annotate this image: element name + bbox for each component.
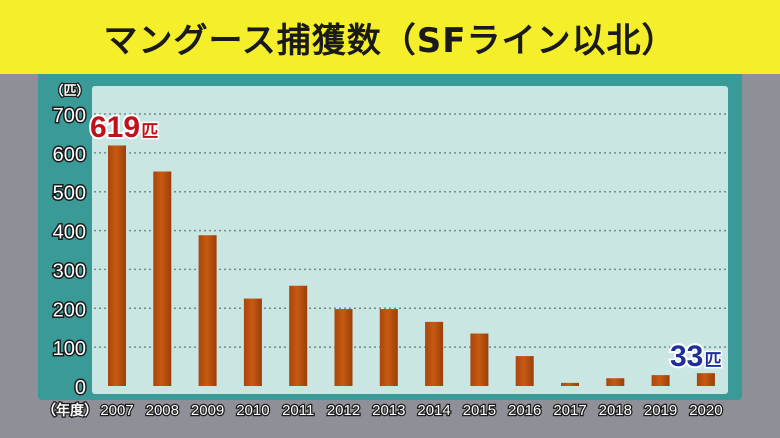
chart-title: マングース捕獲数（SFライン以北） — [103, 20, 677, 61]
value-annotation-unit: 匹 — [141, 122, 158, 142]
bar — [470, 333, 489, 386]
x-tick-label: 2018 — [599, 402, 632, 419]
bar — [561, 382, 579, 386]
y-tick-label: 700 — [53, 105, 86, 127]
bar — [198, 235, 217, 386]
value-annotation-unit: 匹 — [705, 351, 722, 371]
y-tick-label: 300 — [53, 260, 86, 282]
bar — [515, 356, 534, 386]
bar — [651, 375, 670, 386]
title-bar: マングース捕獲数（SFライン以北） — [0, 0, 780, 74]
x-tick-label: 2015 — [463, 402, 496, 419]
bar — [108, 145, 126, 386]
x-tick-label: 2010 — [236, 402, 269, 419]
plot-area — [92, 86, 728, 394]
y-tick-label: 0 — [75, 377, 86, 399]
bar — [425, 321, 444, 386]
y-tick-label: 600 — [53, 144, 86, 166]
x-tick-label: 2009 — [191, 402, 224, 419]
x-tick-label: 2011 — [282, 402, 314, 419]
bar — [696, 373, 715, 386]
x-tick-label: 2019 — [644, 402, 677, 419]
bar — [606, 378, 625, 386]
x-tick-label: 2012 — [327, 402, 360, 419]
x-tick-label: 2016 — [508, 402, 541, 419]
bar — [153, 171, 172, 386]
bar — [334, 309, 353, 386]
x-tick-label: 2017 — [553, 402, 586, 419]
y-tick-label: 500 — [53, 183, 86, 205]
x-axis-label: （年度） — [42, 402, 98, 419]
y-tick-label: 200 — [53, 299, 86, 321]
x-tick-label: 2007 — [100, 402, 133, 419]
bar — [243, 298, 262, 386]
x-tick-label: 2008 — [146, 402, 179, 419]
y-tick-label: 100 — [53, 338, 86, 360]
y-axis-label: （匹） — [50, 83, 89, 99]
x-tick-label: 2013 — [372, 402, 405, 419]
bar — [289, 285, 308, 386]
bar — [379, 309, 398, 386]
value-annotation: 619 — [90, 111, 140, 144]
x-tick-label: 2014 — [417, 402, 450, 419]
value-annotation: 33 — [670, 340, 703, 373]
x-tick-label: 2020 — [689, 402, 722, 419]
y-tick-label: 400 — [53, 222, 86, 244]
